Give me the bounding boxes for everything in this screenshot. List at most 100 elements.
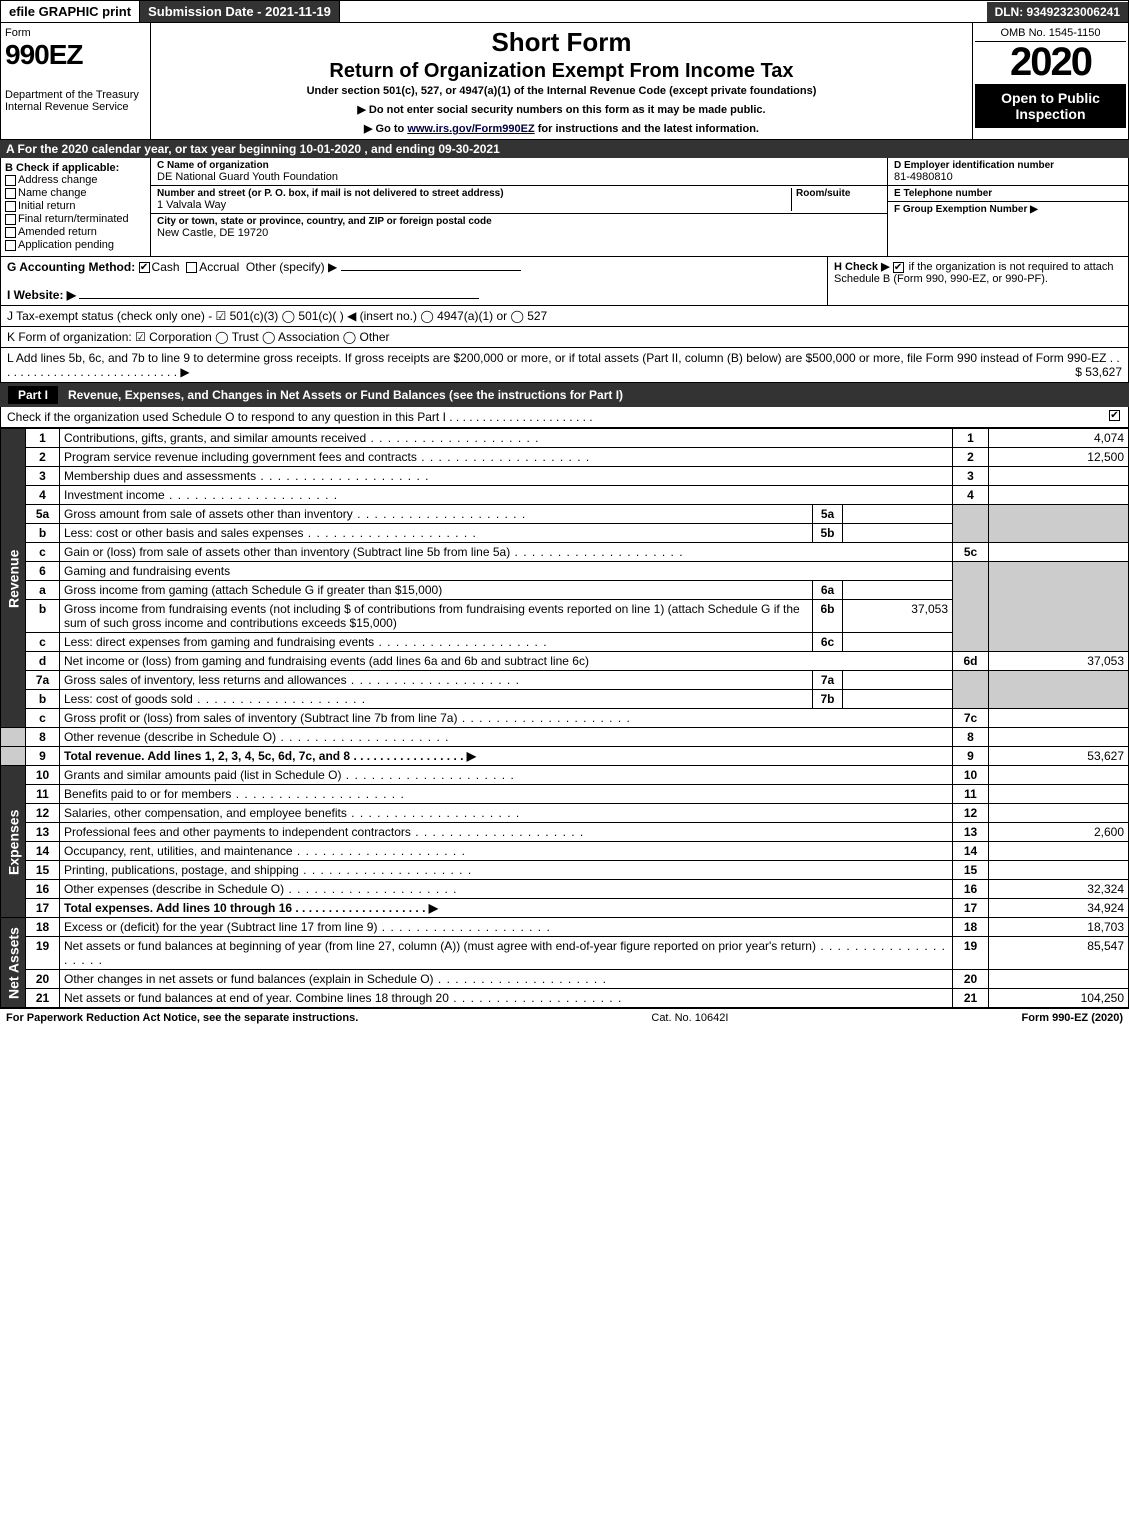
r15-val xyxy=(989,861,1129,880)
r13-no: 13 xyxy=(26,823,60,842)
title-short-form: Short Form xyxy=(159,27,964,58)
r14-col: 14 xyxy=(953,842,989,861)
r15-desc: Printing, publications, postage, and shi… xyxy=(64,863,472,877)
chk-accrual[interactable] xyxy=(186,262,197,273)
chk-name-change[interactable]: Name change xyxy=(5,187,146,199)
column-d-e-f: D Employer identification number 81-4980… xyxy=(888,158,1128,256)
r21-desc: Net assets or fund balances at end of ye… xyxy=(64,991,622,1005)
r6d-no: d xyxy=(26,652,60,671)
r7b-sv xyxy=(843,690,953,709)
r6b-sv: 37,053 xyxy=(843,600,953,633)
r7c-val xyxy=(989,709,1129,728)
title-return: Return of Organization Exempt From Incom… xyxy=(159,60,964,83)
header-center: Short Form Return of Organization Exempt… xyxy=(151,23,973,139)
r19-col: 19 xyxy=(953,937,989,970)
subtitle: Under section 501(c), 527, or 4947(a)(1)… xyxy=(159,85,964,97)
r7c-desc: Gross profit or (loss) from sales of inv… xyxy=(64,711,631,725)
efile-print-button[interactable]: efile GRAPHIC print xyxy=(1,1,140,22)
r20-val xyxy=(989,970,1129,989)
row-5c: c Gain or (loss) from sale of assets oth… xyxy=(1,543,1129,562)
cash-label: Cash xyxy=(152,260,180,274)
r6c-desc: Less: direct expenses from gaming and fu… xyxy=(64,635,548,649)
r18-col: 18 xyxy=(953,918,989,937)
r6-no: 6 xyxy=(26,562,60,581)
row-1: Revenue 1 Contributions, gifts, grants, … xyxy=(1,429,1129,448)
r2-val: 12,500 xyxy=(989,448,1129,467)
chk-final-return[interactable]: Final return/terminated xyxy=(5,213,146,225)
r5c-val xyxy=(989,543,1129,562)
ein-label: D Employer identification number xyxy=(894,160,1122,171)
r7ab-grey-val xyxy=(989,671,1129,709)
r7b-sl: 7b xyxy=(813,690,843,709)
r9-no: 9 xyxy=(26,747,60,766)
r6d-col: 6d xyxy=(953,652,989,671)
row-g-h: G Accounting Method: Cash Accrual Other … xyxy=(0,257,1129,306)
row-7c: c Gross profit or (loss) from sales of i… xyxy=(1,709,1129,728)
r5b-sl: 5b xyxy=(813,524,843,543)
submission-date-button[interactable]: Submission Date - 2021-11-19 xyxy=(140,1,340,22)
line-k: K Form of organization: ☑ Corporation ◯ … xyxy=(0,327,1129,348)
column-b: B Check if applicable: Address change Na… xyxy=(1,158,151,256)
chk-schedule-o-part1[interactable] xyxy=(1109,410,1120,421)
row-7a: 7a Gross sales of inventory, less return… xyxy=(1,671,1129,690)
page-footer: For Paperwork Reduction Act Notice, see … xyxy=(0,1008,1129,1027)
irs-link[interactable]: www.irs.gov/Form990EZ xyxy=(407,123,534,135)
r6a-desc: Gross income from gaming (attach Schedul… xyxy=(60,581,813,600)
chk-initial-return[interactable]: Initial return xyxy=(5,200,146,212)
r12-col: 12 xyxy=(953,804,989,823)
chk-amended-return[interactable]: Amended return xyxy=(5,226,146,238)
r6c-sl: 6c xyxy=(813,633,843,652)
r5b-desc: Less: cost or other basis and sales expe… xyxy=(64,526,477,540)
other-specify-input[interactable] xyxy=(341,270,521,271)
r16-desc: Other expenses (describe in Schedule O) xyxy=(64,882,457,896)
accrual-label: Accrual xyxy=(199,260,239,274)
row-2: 2 Program service revenue including gove… xyxy=(1,448,1129,467)
goto-line: ▶ Go to www.irs.gov/Form990EZ for instru… xyxy=(159,122,964,135)
h-label: H Check ▶ xyxy=(834,261,890,273)
line-j: J Tax-exempt status (check only one) - ☑… xyxy=(0,306,1129,327)
goto-post: for instructions and the latest informat… xyxy=(538,123,759,135)
r5c-desc: Gain or (loss) from sale of assets other… xyxy=(64,545,684,559)
r17-desc: Total expenses. Add lines 10 through 16 … xyxy=(64,901,438,915)
r7ab-grey xyxy=(953,671,989,709)
r7b-no: b xyxy=(26,690,60,709)
r18-val: 18,703 xyxy=(989,918,1129,937)
header-left: Form 990EZ Department of the Treasury In… xyxy=(1,23,151,139)
row-20: 20Other changes in net assets or fund ba… xyxy=(1,970,1129,989)
r20-desc: Other changes in net assets or fund bala… xyxy=(64,972,607,986)
r1-no: 1 xyxy=(26,429,60,448)
r6c-no: c xyxy=(26,633,60,652)
footer-left: For Paperwork Reduction Act Notice, see … xyxy=(6,1012,358,1024)
r19-no: 19 xyxy=(26,937,60,970)
r1-desc: Contributions, gifts, grants, and simila… xyxy=(64,431,540,445)
chk-address-change[interactable]: Address change xyxy=(5,174,146,186)
line-g: G Accounting Method: Cash Accrual Other … xyxy=(1,257,828,305)
row-3: 3 Membership dues and assessments 3 xyxy=(1,467,1129,486)
r5ab-grey-val xyxy=(989,505,1129,543)
department-label: Department of the Treasury Internal Reve… xyxy=(5,89,146,113)
chk-cash[interactable] xyxy=(139,262,150,273)
r10-val xyxy=(989,766,1129,785)
r5a-desc: Gross amount from sale of assets other t… xyxy=(64,507,526,521)
r5c-no: c xyxy=(26,543,60,562)
ein-value: 81-4980810 xyxy=(894,171,1122,183)
r17-no: 17 xyxy=(26,899,60,918)
part-1-header: Part I Revenue, Expenses, and Changes in… xyxy=(0,383,1129,407)
chk-application-pending[interactable]: Application pending xyxy=(5,239,146,251)
r3-desc: Membership dues and assessments xyxy=(64,469,429,483)
r7b-desc: Less: cost of goods sold xyxy=(64,692,366,706)
r3-val xyxy=(989,467,1129,486)
website-input[interactable] xyxy=(79,298,479,299)
r18-no: 18 xyxy=(26,918,60,937)
r13-val: 2,600 xyxy=(989,823,1129,842)
r7a-sl: 7a xyxy=(813,671,843,690)
r12-no: 12 xyxy=(26,804,60,823)
r6-grey xyxy=(953,562,989,652)
r1-val: 4,074 xyxy=(989,429,1129,448)
r11-no: 11 xyxy=(26,785,60,804)
row-17: 17 Total expenses. Add lines 10 through 1… xyxy=(1,899,1129,918)
r2-no: 2 xyxy=(26,448,60,467)
r19-val: 85,547 xyxy=(989,937,1129,970)
chk-schedule-b[interactable] xyxy=(893,262,904,273)
group-exemption-label: F Group Exemption Number ▶ xyxy=(894,204,1122,215)
